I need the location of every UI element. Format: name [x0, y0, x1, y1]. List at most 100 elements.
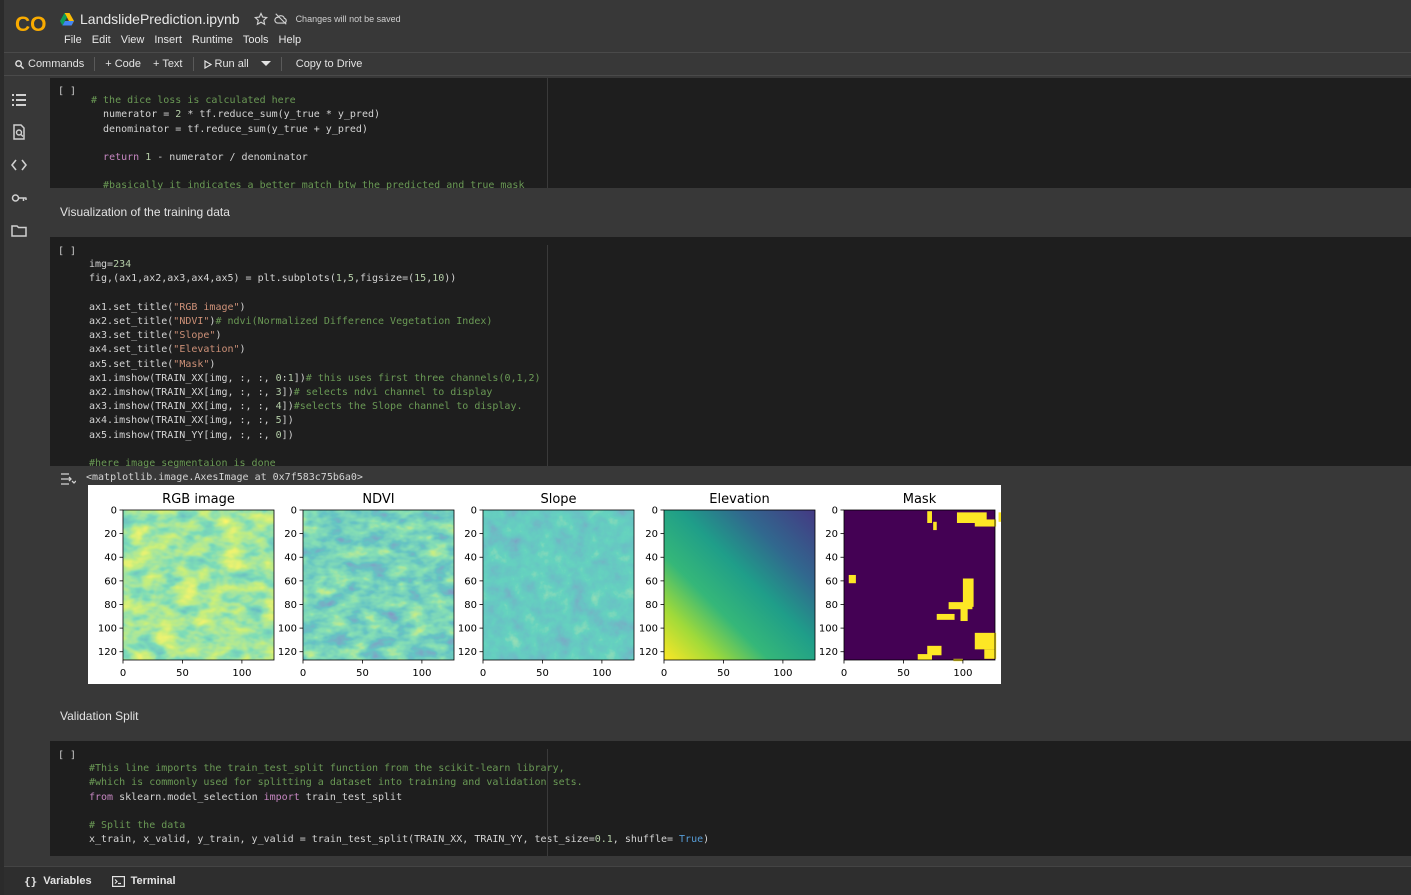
menu-insert[interactable]: Insert [154, 34, 182, 46]
x-tick-label: 0 [120, 668, 126, 679]
code-editor[interactable]: #This line imports the train_test_split … [89, 748, 709, 847]
run-cell-button[interactable]: [ ] [58, 246, 77, 257]
code-cell-visualization[interactable]: [ ] img=234 fig,(ax1,ax2,ax3,ax4,ax5) = … [50, 237, 1411, 469]
menu-edit[interactable]: Edit [91, 34, 111, 46]
heatmap-image [483, 510, 634, 660]
y-tick-label: 80 [645, 600, 658, 611]
find-replace-icon[interactable] [11, 124, 27, 140]
header: CO LandslidePrediction.ipynb Changes wil… [4, 0, 1411, 50]
y-tick-label: 80 [464, 600, 477, 611]
terminal-icon [111, 875, 125, 887]
x-tick-label: 100 [412, 668, 431, 679]
cell-divider [547, 78, 548, 188]
code-cell-dice-loss[interactable]: [ ] # the dice loss is calculated here n… [50, 78, 1411, 191]
x-tick-label: 50 [897, 668, 910, 679]
code-line: #which is commonly used for splitting a … [89, 777, 583, 789]
run-all-label: Run all [214, 58, 249, 70]
y-tick-label: 40 [104, 553, 117, 564]
left-rail [4, 78, 34, 866]
subplot-title: NDVI [362, 492, 394, 507]
x-tick-label: 50 [536, 668, 549, 679]
toolbar: Commands + Code + Text Run all Copy to D… [4, 52, 1411, 76]
y-tick-label: 120 [278, 647, 297, 658]
menu-view[interactable]: View [120, 34, 145, 46]
code-snippets-icon[interactable] [11, 157, 27, 173]
run-cell-button[interactable]: [ ] [58, 86, 77, 97]
mask-region [998, 512, 1017, 522]
files-folder-icon[interactable] [11, 223, 27, 239]
run-all-dropdown[interactable] [255, 53, 277, 75]
x-tick-label: 50 [356, 668, 369, 679]
y-tick-label: 60 [104, 576, 117, 587]
y-tick-label: 20 [104, 529, 117, 540]
x-tick-label: 50 [717, 668, 730, 679]
commands-button[interactable]: Commands [4, 53, 90, 75]
axes-frame [663, 509, 816, 661]
code-line: #here image segmentaion is done [89, 458, 276, 470]
y-tick-label: 40 [284, 553, 297, 564]
variables-label: Variables [43, 875, 92, 887]
x-tick-label: 50 [176, 668, 189, 679]
code-cell-validation-split[interactable]: [ ] #This line imports the train_test_sp… [50, 741, 1411, 856]
code-line: x_train, x_valid, y_train, y_valid = tra… [89, 834, 710, 846]
menu-tools[interactable]: Tools [242, 34, 269, 46]
menu-help[interactable]: Help [278, 34, 302, 46]
unsaved-notice: Changes will not be saved [295, 14, 401, 24]
table-of-contents-icon[interactable] [11, 92, 27, 108]
notebook-title[interactable]: LandslidePrediction.ipynb [80, 11, 240, 27]
section-heading-visualization[interactable]: Visualization of the training data [60, 205, 230, 219]
secrets-key-icon[interactable] [11, 190, 27, 206]
subplot-title: Slope [540, 492, 576, 507]
y-tick-label: 0 [291, 506, 297, 517]
code-line: ax2.set_title("NDVI")# ndvi(Normalized D… [89, 316, 493, 328]
play-icon [203, 59, 212, 69]
x-tick-label: 0 [841, 668, 847, 679]
menubar: File Edit View Insert Runtime Tools Help [60, 32, 307, 48]
toolbar-divider [192, 57, 194, 71]
run-all-button[interactable]: Run all [198, 53, 255, 75]
subplot-title: Elevation [709, 492, 769, 507]
copy-to-drive-button[interactable]: Copy to Drive [295, 58, 363, 70]
add-text-button[interactable]: + Text [153, 58, 183, 70]
y-tick-label: 60 [464, 576, 477, 587]
section-heading-validation-split[interactable]: Validation Split [60, 709, 139, 723]
terminal-button[interactable]: Terminal [111, 875, 176, 887]
output-options-icon[interactable] [60, 472, 76, 486]
code-line: ax1.imshow(TRAIN_XX[img, :, :, 0:1])# th… [89, 372, 541, 384]
menu-runtime[interactable]: Runtime [191, 34, 233, 46]
run-cell-button[interactable]: [ ] [58, 750, 77, 761]
toolbar-divider [280, 57, 282, 71]
y-tick-label: 120 [819, 647, 838, 658]
y-tick-label: 0 [471, 506, 477, 517]
notebook-area: [ ] # the dice loss is calculated here n… [50, 78, 1411, 866]
mask-region [962, 578, 974, 607]
y-tick-label: 80 [104, 600, 117, 611]
code-editor[interactable]: img=234 fig,(ax1,ax2,ax3,ax4,ax5) = plt.… [89, 244, 541, 471]
colab-logo[interactable]: CO [14, 10, 50, 36]
title-row: LandslidePrediction.ipynb Changes will n… [60, 9, 401, 29]
cell-output: <matplotlib.image.AxesImage at 0x7f583c7… [50, 466, 1050, 688]
x-tick-label: 100 [953, 668, 972, 679]
heatmap-image [123, 510, 274, 660]
code-line: ax1.set_title("RGB image") [89, 301, 246, 313]
y-tick-label: 100 [639, 624, 658, 635]
y-tick-label: 120 [98, 647, 117, 658]
y-tick-label: 0 [832, 506, 838, 517]
menu-file[interactable]: File [64, 34, 82, 46]
commands-label: Commands [28, 58, 85, 70]
code-line: img=234 [89, 259, 132, 271]
code-editor[interactable]: # the dice loss is calculated here numer… [91, 80, 524, 194]
cell-divider [547, 245, 548, 466]
terminal-label: Terminal [130, 875, 176, 887]
variables-button[interactable]: {} Variables [24, 875, 92, 888]
y-tick-label: 40 [825, 553, 838, 564]
code-line: ax5.imshow(TRAIN_YY[img, :, :, 0]) [89, 429, 294, 441]
star-icon[interactable] [253, 12, 268, 26]
code-line: ax3.imshow(TRAIN_XX[img, :, :, 4])#selec… [89, 401, 523, 413]
add-code-button[interactable]: + Code [105, 58, 142, 70]
axes-frame [122, 509, 275, 661]
